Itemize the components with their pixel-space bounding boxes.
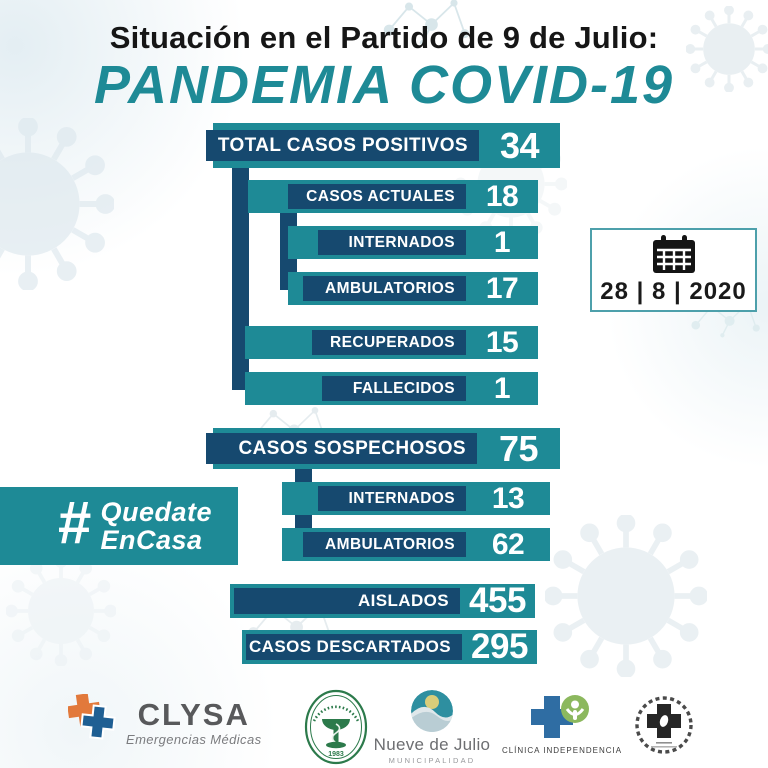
stat-value: 13 (491, 482, 525, 515)
stat-value: 62 (491, 528, 525, 561)
stat-label-box: AISLADOS (234, 588, 460, 614)
hash-icon: # (57, 489, 91, 556)
medical-association-stamp-logo (626, 692, 702, 764)
clinica-name: CLÍNICA INDEPENDENCIA (501, 746, 623, 755)
stat-label: AMBULATORIOS (325, 535, 455, 553)
stat-label: CASOS ACTUALES (306, 187, 455, 205)
stat-label: TOTAL CASOS POSITIVOS (217, 134, 468, 156)
date-badge: 28 | 8 | 2020 (590, 228, 757, 312)
clysa-name: CLYSA (137, 697, 250, 732)
stat-label-box: RECUPERADOS (312, 330, 466, 355)
report-date: 28 | 8 | 2020 (600, 277, 747, 305)
stat-value: 75 (498, 428, 539, 469)
stat-label: INTERNADOS (348, 233, 455, 251)
page-title: Situación en el Partido de 9 de Julio: (109, 20, 659, 55)
medical-cup-stamp-icon: 1983 (304, 689, 368, 765)
stat-value: 1 (493, 372, 511, 405)
stat-value: 17 (485, 272, 519, 305)
clysa-logo: CLYSA Emergencias Médicas (68, 694, 268, 747)
stat-label-box: AMBULATORIOS (303, 276, 466, 301)
stat-label: FALLECIDOS (352, 379, 455, 397)
stat-label: AISLADOS (357, 591, 449, 610)
hashtag-line1: Quedate (100, 497, 212, 527)
stat-label: AMBULATORIOS (325, 279, 455, 297)
circulo-medico-logo: 1983 (298, 688, 374, 766)
stat-label: RECUPERADOS (330, 333, 455, 351)
quedate-en-casa-banner: # Quedate EnCasa (0, 487, 238, 565)
stat-label: INTERNADOS (348, 489, 455, 507)
nueve-de-julio-emblem-icon (411, 690, 453, 732)
clysa-tagline: Emergencias Médicas (126, 732, 262, 747)
stat-label-box: FALLECIDOS (322, 376, 466, 401)
stat-value: 15 (485, 326, 519, 359)
stat-value: 295 (471, 627, 528, 666)
municipality-subtitle: MUNICIPALIDAD (388, 756, 476, 765)
stat-value: 455 (469, 581, 526, 620)
calendar-icon (652, 234, 695, 273)
stat-label-box: CASOS SOSPECHOSOS (206, 433, 477, 464)
chain-stamp-cross-icon (635, 696, 693, 754)
clysa-cross-icon (68, 694, 116, 740)
clinica-independencia-logo: CLÍNICA INDEPENDENCIA (502, 692, 622, 755)
page-subtitle: PANDEMIA COVID-19 (93, 55, 675, 115)
stat-label: CASOS SOSPECHOSOS (238, 437, 466, 459)
footer-logos: CLYSA Emergencias Médicas 1983 Nueve de (0, 686, 768, 768)
hashtag-line2: EnCasa (100, 525, 203, 555)
stat-label: CASOS DESCARTADOS (248, 637, 451, 656)
svg-text:1983: 1983 (328, 751, 344, 758)
municipalidad-logo: Nueve de Julio MUNICIPALIDAD (372, 690, 492, 765)
tree-connector (232, 150, 249, 390)
stat-label-box: AMBULATORIOS (303, 532, 466, 557)
stat-value: 18 (485, 180, 519, 213)
stat-label-box: CASOS DESCARTADOS (246, 634, 462, 660)
stat-label-box: TOTAL CASOS POSITIVOS (206, 130, 479, 161)
municipality-name: Nueve de Julio (373, 735, 491, 754)
stat-label-box: INTERNADOS (318, 486, 466, 511)
clinic-cross-icon (531, 695, 589, 738)
stat-label-box: INTERNADOS (318, 230, 466, 255)
stat-label-box: CASOS ACTUALES (288, 184, 466, 209)
stat-value: 34 (499, 125, 540, 166)
stat-value: 1 (493, 226, 511, 259)
